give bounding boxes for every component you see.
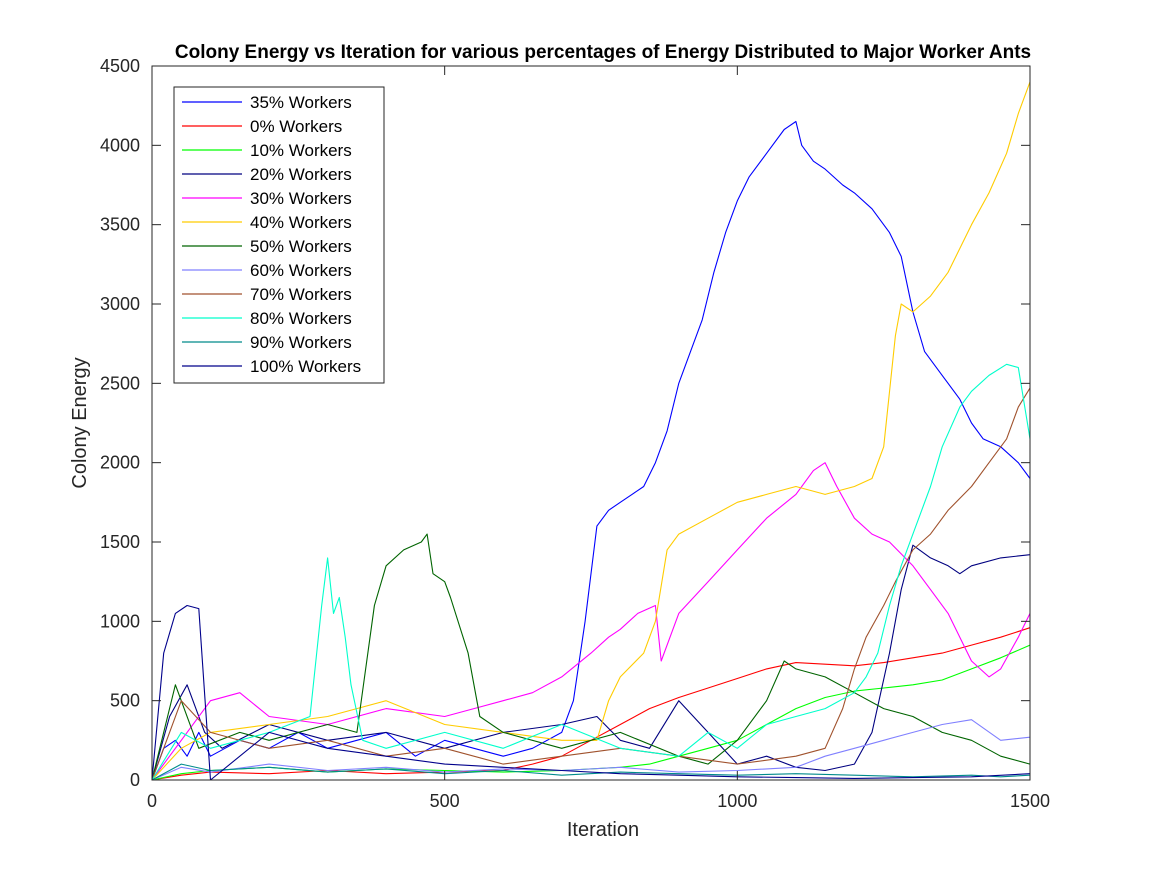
- x-tick-label-1: 500: [430, 791, 460, 811]
- y-tick-label-3: 1500: [100, 532, 140, 552]
- series-line-11: [151, 604, 1031, 781]
- series-line-6: [151, 533, 1031, 781]
- y-tick-label-8: 4000: [100, 135, 140, 155]
- series-line-8: [151, 387, 1031, 781]
- legend-label-6: 50% Workers: [250, 237, 352, 256]
- x-tick-label-3: 1500: [1010, 791, 1050, 811]
- plot-frame: [151, 65, 1031, 781]
- chart-title: Colony Energy vs Iteration for various p…: [175, 42, 1031, 63]
- y-tick-label-1: 500: [110, 691, 140, 711]
- y-tick-label-0: 0: [130, 770, 140, 790]
- legend-label-11: 100% Workers: [250, 357, 361, 376]
- y-tick-label-6: 3000: [100, 294, 140, 314]
- legend-label-9: 80% Workers: [250, 309, 352, 328]
- series-line-4: [151, 462, 1031, 781]
- x-axis-label: Iteration: [567, 819, 639, 841]
- legend-label-3: 20% Workers: [250, 165, 352, 184]
- legend-label-2: 10% Workers: [250, 141, 352, 160]
- y-tick-label-5: 2500: [100, 373, 140, 393]
- legend-label-5: 40% Workers: [250, 213, 352, 232]
- legend-label-7: 60% Workers: [250, 261, 352, 280]
- y-axis-label: Colony Energy: [69, 357, 91, 488]
- y-tick-label-4: 2000: [100, 453, 140, 473]
- legend-label-1: 0% Workers: [250, 117, 342, 136]
- series-line-9: [151, 363, 1031, 781]
- axes-layer: 0 500 1000 1500 0 500 1000 1500 2000 2500 3000 3500…: [100, 56, 1050, 811]
- legend-label-0: 35% Workers: [250, 93, 352, 112]
- y-tick-label-7: 3500: [100, 215, 140, 235]
- legend-label-10: 90% Workers: [250, 333, 352, 352]
- series-layer: [151, 81, 1031, 781]
- x-tick-label-0: 0: [147, 791, 157, 811]
- series-line-7: [151, 719, 1031, 781]
- y-tick-label-2: 1000: [100, 611, 140, 631]
- x-tick-label-2: 1000: [717, 791, 757, 811]
- legend-label-4: 30% Workers: [250, 189, 352, 208]
- legend-box: [173, 86, 385, 384]
- series-line-10: [151, 763, 1031, 781]
- legend-label-8: 70% Workers: [250, 285, 352, 304]
- series-line-5: [151, 81, 1031, 781]
- y-tick-label-9: 4500: [100, 56, 140, 76]
- series-line-0: [151, 120, 1031, 781]
- legend: 35% Workers 0% Workers 10% Workers 20% Work…: [173, 86, 385, 384]
